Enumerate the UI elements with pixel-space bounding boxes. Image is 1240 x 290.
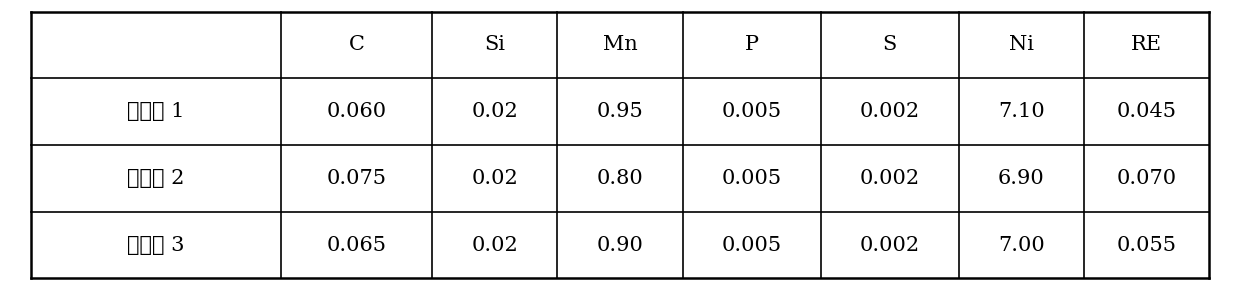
Text: 0.002: 0.002 xyxy=(859,235,920,255)
Text: 6.90: 6.90 xyxy=(998,169,1045,188)
Text: 0.90: 0.90 xyxy=(596,235,644,255)
Text: 7.00: 7.00 xyxy=(998,235,1045,255)
Text: S: S xyxy=(883,35,897,55)
Text: Si: Si xyxy=(485,35,506,55)
Text: 0.02: 0.02 xyxy=(471,169,518,188)
Text: 0.065: 0.065 xyxy=(327,235,387,255)
Text: 0.002: 0.002 xyxy=(859,169,920,188)
Text: 0.005: 0.005 xyxy=(722,169,781,188)
Text: 7.10: 7.10 xyxy=(998,102,1045,121)
Text: RE: RE xyxy=(1131,35,1162,55)
Text: 0.060: 0.060 xyxy=(326,102,387,121)
Text: Ni: Ni xyxy=(1009,35,1034,55)
Text: 0.95: 0.95 xyxy=(596,102,644,121)
Text: 实施例 2: 实施例 2 xyxy=(128,169,185,188)
Text: P: P xyxy=(745,35,759,55)
Text: C: C xyxy=(348,35,365,55)
Text: 0.045: 0.045 xyxy=(1116,102,1177,121)
Text: 0.02: 0.02 xyxy=(471,102,518,121)
Text: 0.005: 0.005 xyxy=(722,102,781,121)
Text: 0.02: 0.02 xyxy=(471,235,518,255)
Text: Mn: Mn xyxy=(603,35,637,55)
Text: 0.075: 0.075 xyxy=(327,169,387,188)
Text: 0.002: 0.002 xyxy=(859,102,920,121)
Text: 实施例 3: 实施例 3 xyxy=(128,235,185,255)
Text: 0.80: 0.80 xyxy=(596,169,644,188)
Text: 0.070: 0.070 xyxy=(1116,169,1177,188)
Text: 实施例 1: 实施例 1 xyxy=(128,102,185,121)
Text: 0.005: 0.005 xyxy=(722,235,781,255)
Text: 0.055: 0.055 xyxy=(1116,235,1177,255)
